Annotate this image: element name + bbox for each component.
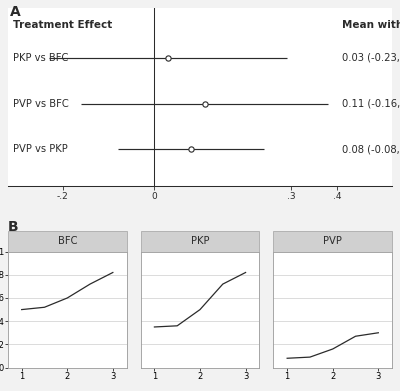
Text: PKP: PKP <box>191 236 209 246</box>
Bar <box>274 231 392 252</box>
Text: PVP vs PKP: PVP vs PKP <box>12 144 67 154</box>
Text: PKP vs BFC: PKP vs BFC <box>12 53 68 63</box>
Text: BFC: BFC <box>58 236 77 246</box>
Text: PVP vs BFC: PVP vs BFC <box>12 99 68 109</box>
Bar <box>8 231 126 252</box>
Text: PVP: PVP <box>323 236 342 246</box>
Bar <box>141 231 259 252</box>
Text: Treatment Effect: Treatment Effect <box>12 20 112 30</box>
Text: Mean with 95%CI: Mean with 95%CI <box>342 20 400 30</box>
Text: 0.03 (-0.23,0.29): 0.03 (-0.23,0.29) <box>342 53 400 63</box>
Text: 0.08 (-0.08,0.24): 0.08 (-0.08,0.24) <box>342 144 400 154</box>
Text: B: B <box>8 220 19 234</box>
Text: 0.11 (-0.16,0.38): 0.11 (-0.16,0.38) <box>342 99 400 109</box>
Text: A: A <box>10 5 21 20</box>
